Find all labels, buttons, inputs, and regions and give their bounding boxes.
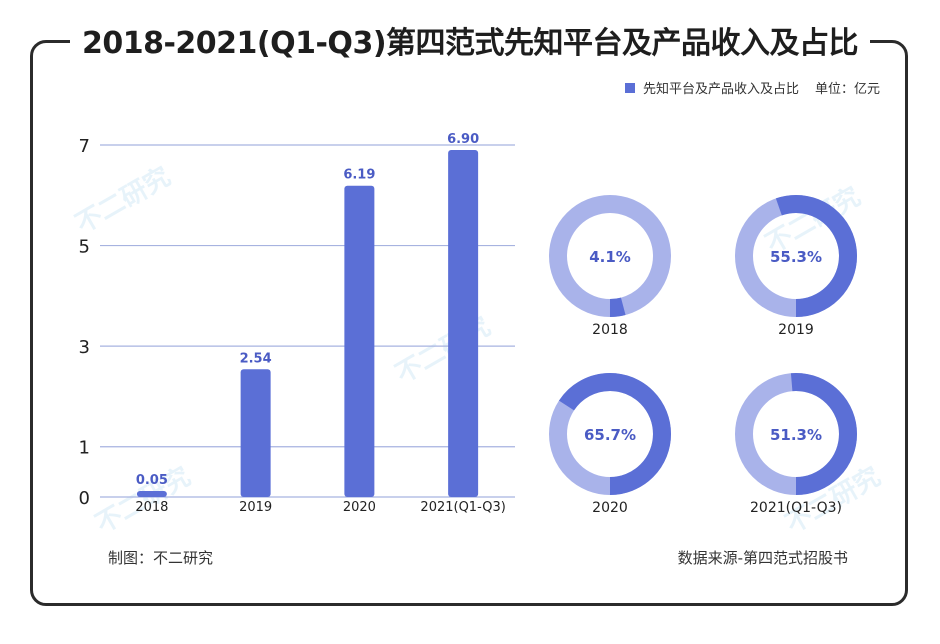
bar <box>448 150 479 497</box>
x-tick-label: 2018 <box>135 500 168 515</box>
y-tick-label: 5 <box>79 237 90 258</box>
bar <box>136 491 167 497</box>
donut-share-arc <box>735 195 857 317</box>
y-tick-label: 7 <box>79 136 90 157</box>
x-tick-label: 2019 <box>239 500 272 515</box>
bar-value-label: 6.90 <box>447 132 479 147</box>
bar-value-label: 6.19 <box>343 168 375 183</box>
donut-percent-label: 65.7% <box>584 426 636 444</box>
legend: 先知平台及产品收入及占比 单位：亿元 <box>624 78 880 97</box>
bar-value-label: 2.54 <box>240 351 272 366</box>
donut-year-label: 2021(Q1-Q3) <box>750 500 842 516</box>
donut-percent-label: 51.3% <box>770 426 822 444</box>
bar-value-label: 0.05 <box>136 473 168 488</box>
donut-year-label: 2020 <box>592 500 628 516</box>
legend-series-label: 先知平台及产品收入及占比 <box>642 82 799 97</box>
legend-unit: 单位：亿元 <box>814 82 880 97</box>
footer-source: 数据来源-第四范式招股书 <box>677 549 848 567</box>
donut-year-label: 2019 <box>778 322 814 338</box>
footer-credit: 制图：不二研究 <box>108 549 214 567</box>
bar <box>344 185 375 497</box>
y-tick-label: 0 <box>79 488 90 509</box>
x-tick-label: 2021(Q1-Q3) <box>420 500 505 515</box>
chart-title: 2018-2021(Q1-Q3)第四范式先知平台及产品收入及占比 <box>0 18 940 62</box>
donut-share-arc <box>549 373 671 495</box>
y-tick-label: 3 <box>79 337 90 358</box>
legend-swatch <box>624 82 635 93</box>
x-tick-label: 2020 <box>343 500 376 515</box>
donut-year-label: 2018 <box>592 322 628 338</box>
bar <box>240 369 271 497</box>
donut-share-arc <box>549 195 671 317</box>
donut-share-arc <box>735 373 857 495</box>
donut-percent-label: 4.1% <box>589 248 631 266</box>
y-tick-label: 1 <box>79 438 90 459</box>
donut-percent-label: 55.3% <box>770 248 822 266</box>
